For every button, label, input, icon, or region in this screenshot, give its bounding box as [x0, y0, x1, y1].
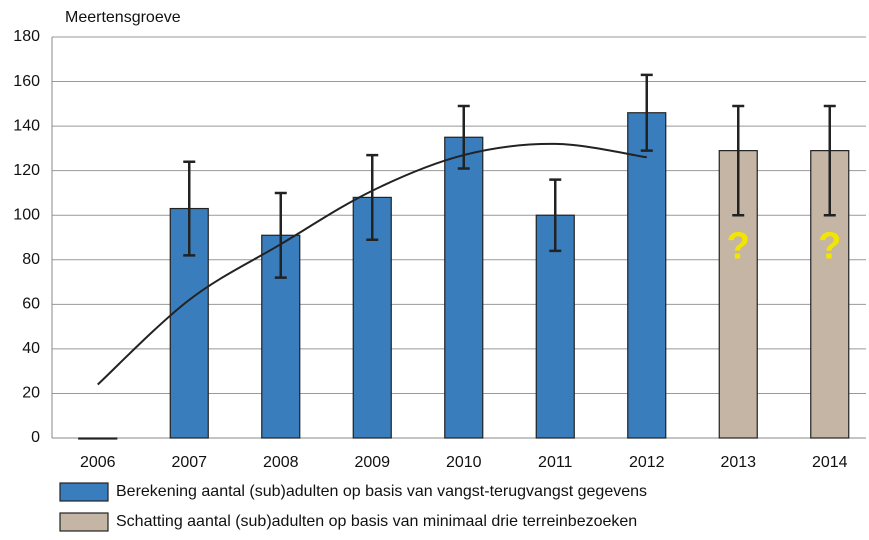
x-tick-label: 2009 — [354, 454, 390, 471]
bar — [535, 214, 575, 439]
x-tick-label: 2012 — [629, 454, 665, 471]
annotation: ? — [727, 225, 750, 267]
y-tick-label: 0 — [31, 429, 40, 446]
error-bar — [732, 104, 745, 217]
legend-swatch — [59, 482, 109, 502]
error-bar — [640, 73, 653, 152]
y-tick-label: 80 — [22, 251, 40, 268]
trend-line — [97, 142, 647, 386]
bar — [444, 136, 484, 439]
bar — [78, 437, 118, 440]
y-axis-title: Meertensgroeve — [65, 9, 181, 26]
error-bar — [183, 160, 196, 257]
legend-label: Schatting aantal (sub)adulten op basis v… — [116, 513, 637, 530]
x-tick-label: 2010 — [446, 454, 482, 471]
error-bar — [366, 153, 379, 241]
y-tick-label: 140 — [13, 117, 40, 134]
x-tick-label: 2014 — [812, 454, 848, 471]
error-bar — [274, 191, 287, 279]
y-tick-label: 160 — [13, 73, 40, 90]
y-tick-label: 40 — [22, 340, 40, 357]
x-tick-label: 2007 — [171, 454, 207, 471]
y-tick-label: 120 — [13, 162, 40, 179]
x-tick-label: 2006 — [80, 454, 116, 471]
error-bar — [823, 104, 836, 217]
y-tick-label: 60 — [22, 296, 40, 313]
error-bar — [457, 104, 470, 170]
x-tick-label: 2011 — [538, 454, 573, 471]
legend-label: Berekening aantal (sub)adulten op basis … — [116, 483, 647, 500]
x-tick-label: 2008 — [263, 454, 299, 471]
y-tick-label: 180 — [13, 28, 40, 45]
annotation: ? — [818, 225, 841, 267]
error-bar — [549, 178, 562, 253]
bar — [627, 112, 667, 439]
x-tick-label: 2013 — [720, 454, 756, 471]
legend-swatch — [59, 512, 109, 532]
y-tick-label: 100 — [13, 206, 40, 223]
y-tick-label: 20 — [22, 385, 40, 402]
